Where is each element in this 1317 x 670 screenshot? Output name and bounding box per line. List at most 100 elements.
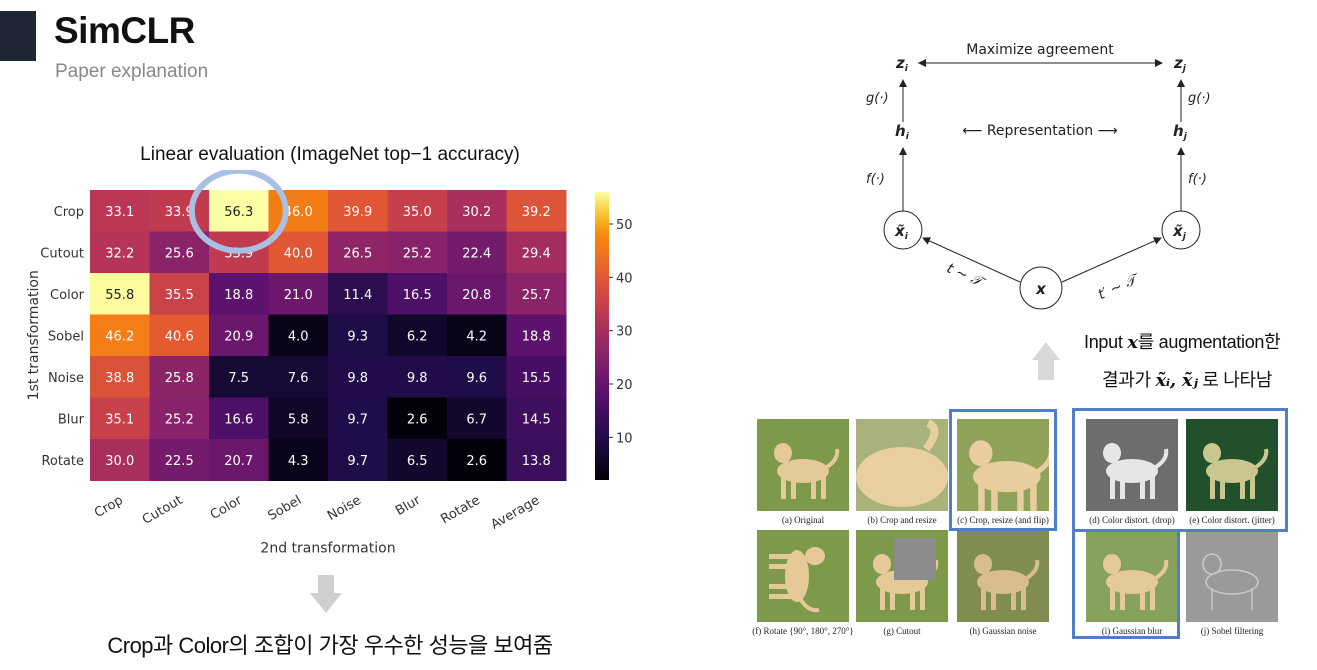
heatmap-cell xyxy=(209,356,269,398)
heatmap-cell-label: 21.0 xyxy=(284,288,313,303)
heatmap-cell-label: 22.4 xyxy=(462,246,491,261)
heatmap-cell-label: 16.5 xyxy=(403,288,432,303)
aug-caption-color-jitter: (e) Color distort. (jitter) xyxy=(1189,515,1275,525)
maximize-agreement-label: Maximize agreement xyxy=(966,42,1114,58)
aug-image-sobel xyxy=(1186,530,1278,622)
heatmap-cell-label: 40.0 xyxy=(284,246,313,261)
col-tick-label: Color xyxy=(208,493,245,523)
heatmap-cell xyxy=(149,231,210,274)
heatmap-cell-label: 25.2 xyxy=(403,246,432,261)
col-tick-label: Crop xyxy=(92,493,126,521)
zj-label: zj xyxy=(1173,54,1187,74)
heatmap-cell xyxy=(209,190,269,232)
heatmap-cell-label: 55.8 xyxy=(105,288,134,303)
heatmap-cell-label: 32.2 xyxy=(105,246,134,261)
heatmap-cell-label: 25.8 xyxy=(165,371,194,386)
heatmap-cell xyxy=(447,231,507,274)
heatmap-cell xyxy=(387,231,448,274)
down-arrow-icon xyxy=(310,575,342,613)
heatmap-cell-label: 20.9 xyxy=(224,329,253,344)
heatmap-cell-label: 25.2 xyxy=(165,412,194,427)
heatmap-cell xyxy=(268,231,329,274)
heatmap-cell xyxy=(149,190,210,232)
heatmap-cell xyxy=(328,397,388,440)
heatmap-cell xyxy=(447,273,507,315)
row-tick-label: Cutout xyxy=(40,246,84,261)
t-right-label: t′ ∼ 𝒯 xyxy=(1096,271,1143,304)
heatmap-cell-label: 39.2 xyxy=(522,205,551,220)
colorbar xyxy=(595,192,609,480)
row-tick-label: Sobel xyxy=(48,329,84,344)
header-accent-block xyxy=(0,11,36,61)
x-node xyxy=(1019,266,1063,310)
heatmap-cell xyxy=(506,356,567,398)
heatmap-cell-label: 30.2 xyxy=(462,205,491,220)
heatmap-cell-label: 35.0 xyxy=(403,205,432,220)
heatmap-cell xyxy=(209,397,269,440)
heatmap-cell-label: 39.9 xyxy=(343,205,372,220)
aug-caption-cutout: (g) Cutout xyxy=(883,626,921,636)
heatmap-cell xyxy=(149,397,210,440)
heatmap-cell xyxy=(387,190,448,232)
up-arrow-icon xyxy=(1032,342,1060,380)
heatmap-cell-label: 56.3 xyxy=(224,205,253,220)
colorbar-tick-label: 20 xyxy=(616,378,633,393)
heatmap-cell-label: 4.0 xyxy=(288,329,309,344)
t-left-label: t ∼ 𝒯 xyxy=(944,260,988,291)
heatmap-cell-label: 33.1 xyxy=(105,205,134,220)
aug-caption-crop-resize-flip: (c) Crop, resize (and flip) xyxy=(957,515,1049,525)
heatmap-cell xyxy=(387,314,448,357)
g-label-right: g(·) xyxy=(1188,91,1211,106)
heatmap-cell-label: 4.3 xyxy=(288,454,309,469)
heatmap-cell xyxy=(387,439,448,481)
aug-caption-gaussian-blur: (i) Gaussian blur xyxy=(1101,626,1163,636)
heatmap-cell xyxy=(506,397,567,440)
heatmap-cell-label: 33.9 xyxy=(165,205,194,220)
heatmap-cell-label: 46.2 xyxy=(105,329,134,344)
svg-text:x̃j: x̃j xyxy=(1172,222,1187,242)
heatmap-cell xyxy=(328,273,388,315)
heatmap-cell-label: 16.6 xyxy=(224,412,253,427)
colorbar-tick-label: 40 xyxy=(616,271,633,286)
aug-caption-crop-resize: (b) Crop and resize xyxy=(867,515,937,525)
heatmap-cell xyxy=(90,314,150,357)
colorbar-tick-label: 50 xyxy=(616,218,633,233)
heatmap-cell xyxy=(149,356,210,398)
heatmap-cell xyxy=(506,314,567,357)
xj-node xyxy=(1161,210,1201,250)
heatmap-cell xyxy=(328,231,388,274)
aug-image-crop-resize-flip xyxy=(957,419,1049,511)
heatmap-cell-label: 9.7 xyxy=(347,454,368,469)
heatmap-cell xyxy=(506,190,567,232)
aug-image-cutout xyxy=(856,530,948,622)
heatmap-chart: 33.1 33.9 56.3 46.0 39.9 35.0 30.2 39.2 32.2 25.6… xyxy=(26,170,633,557)
heatmap-cell-label: 22.5 xyxy=(165,454,194,469)
heatmap-cell xyxy=(90,439,150,481)
heatmap-cell xyxy=(506,273,567,315)
heatmap-cell xyxy=(387,356,448,398)
aug-image-gaussian-blur xyxy=(1086,530,1178,622)
heatmap-cell-label: 18.8 xyxy=(224,288,253,303)
heatmap-title: Linear evaluation (ImageNet top−1 accura… xyxy=(140,144,520,165)
xi-node xyxy=(883,210,923,250)
simclr-framework-diagram: zi zj Maximize agreement g(·) g(·) hi hj… xyxy=(866,38,1211,310)
heatmap-cell xyxy=(90,231,150,274)
heatmap-cell-label: 20.7 xyxy=(224,454,253,469)
heatmap-cell xyxy=(387,397,448,440)
heatmap-cell-label: 35.1 xyxy=(105,412,134,427)
heatmap-cell-label: 25.6 xyxy=(165,246,194,261)
heatmap-conclusion-note: Crop과 Color의 조합이 가장 우수한 성능을 보여줌 xyxy=(107,633,553,658)
augmentation-note-line1: Input x를 augmentation한 xyxy=(1084,332,1281,353)
heatmap-cell xyxy=(149,273,210,315)
aug-caption-sobel: (j) Sobel filtering xyxy=(1200,626,1264,636)
heatmap-cell-label: 18.8 xyxy=(522,329,551,344)
heatmap-cell-label: 6.7 xyxy=(466,412,487,427)
hi-label: hi xyxy=(895,122,910,142)
heatmap-cell xyxy=(90,190,150,232)
svg-text:x: x xyxy=(1035,280,1047,298)
heatmap-cell xyxy=(90,273,150,315)
heatmap-cell-label: 5.8 xyxy=(288,412,309,427)
heatmap-cell-label: 9.3 xyxy=(347,329,368,344)
aug-image-gaussian-noise xyxy=(957,530,1049,622)
row-tick-label: Blur xyxy=(58,412,85,427)
